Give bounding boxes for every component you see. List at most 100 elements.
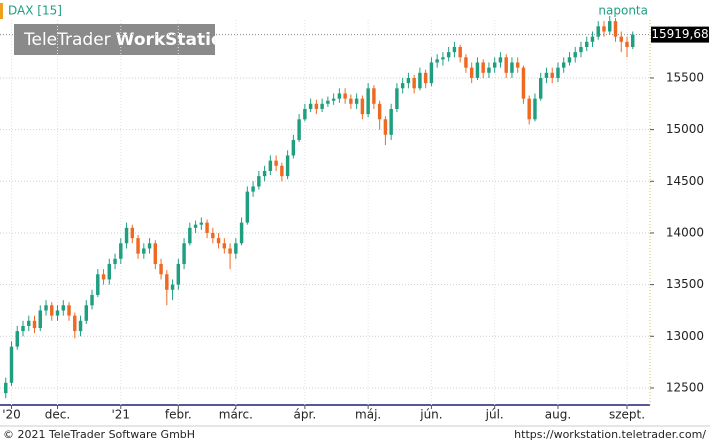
candle-body (510, 62, 514, 73)
candle-body (32, 320, 37, 329)
candle-body (21, 325, 25, 332)
period: naponta (598, 4, 648, 18)
candle-body (90, 294, 94, 306)
x-tick-label: márc. (219, 408, 253, 422)
candle-body (469, 67, 474, 78)
candle-body (136, 238, 140, 254)
watermark-product: WorkStation (116, 30, 235, 50)
candle-body (130, 227, 135, 239)
candle-body (498, 57, 503, 63)
candle-body (216, 238, 221, 244)
x-tick-label: szept. (609, 408, 645, 422)
candle-body (15, 331, 19, 347)
candle-body (182, 243, 186, 264)
candle-body (377, 103, 382, 120)
candle-body (585, 41, 589, 47)
candle-body (73, 315, 77, 332)
candle-body (360, 98, 365, 115)
watermark-brand: TeleTrader (23, 30, 111, 50)
candle-body (50, 305, 54, 316)
x-tick-label: '21 (112, 408, 131, 422)
candle-body (101, 274, 106, 280)
candle-body (38, 310, 42, 329)
series-marker (0, 3, 3, 19)
candle-body (608, 21, 612, 32)
candle-body (9, 346, 14, 383)
candle-body (538, 77, 543, 99)
candle-body (331, 98, 336, 101)
candle-body (274, 160, 278, 166)
candle-body (142, 248, 146, 254)
y-tick-label: 15000 (666, 122, 704, 136)
candle-body (383, 119, 388, 135)
candle-body (262, 170, 267, 177)
candle-body (406, 77, 411, 84)
candle-body (550, 72, 554, 78)
candle-body (96, 274, 100, 295)
candle-body (533, 98, 537, 120)
x-tick-label: ápr. (294, 408, 317, 422)
candle-body (567, 57, 572, 63)
x-tick-label: jún. (419, 408, 442, 422)
candle-body (147, 243, 152, 249)
candle-body (372, 88, 376, 104)
candle-body (452, 46, 457, 53)
candle-body (211, 232, 215, 239)
candle-body (412, 77, 416, 89)
x-tick-label: '20 (2, 408, 21, 422)
candle-body (67, 305, 71, 316)
x-tick-label: júl. (485, 408, 504, 422)
candle-body (596, 26, 600, 37)
candle-body (475, 62, 480, 78)
last-price-box (651, 26, 709, 43)
candle-body (199, 222, 204, 225)
candle-body (291, 139, 296, 156)
candle-body (602, 26, 606, 32)
candle-body (251, 186, 255, 192)
candle-body (308, 103, 313, 109)
candle-body (556, 67, 560, 78)
candle-body (354, 98, 359, 104)
candle-body (481, 62, 485, 73)
candle-body (303, 108, 307, 120)
x-tick-label: febr. (165, 408, 192, 422)
candle-body (326, 100, 330, 104)
candle-body (55, 310, 60, 316)
candle-body (234, 243, 238, 254)
candle-body (228, 248, 232, 254)
candle-body (314, 103, 319, 109)
candle-body (464, 57, 468, 68)
candle-body (441, 57, 445, 60)
candle-body (188, 227, 192, 244)
y-tick-label: 12500 (666, 380, 704, 394)
candle-body (515, 62, 520, 68)
chart-title: DAX [15] (8, 4, 62, 18)
candle-body (590, 36, 595, 42)
candle-body (27, 320, 31, 326)
candle-body (423, 72, 428, 84)
candle-body (389, 108, 393, 135)
candle-body (349, 98, 353, 104)
y-tick-label: 14500 (666, 174, 704, 188)
candle-body (44, 305, 48, 311)
x-tick-label: dec. (45, 408, 70, 422)
candle-body (504, 57, 508, 73)
watermark-box (14, 24, 215, 55)
candle-body (124, 227, 129, 244)
candle-body (446, 52, 451, 58)
candle-body (107, 263, 112, 280)
candle-body (429, 62, 434, 84)
watermark: TeleTrader WorkStation (23, 30, 235, 50)
candle-body (337, 93, 342, 99)
candle-body (458, 46, 462, 58)
candle-body (159, 263, 163, 275)
y-tick-label: 14000 (666, 225, 704, 239)
candle-body (418, 72, 422, 89)
candle-body (113, 258, 117, 264)
candle-body (297, 119, 301, 140)
candle-body (119, 243, 123, 259)
candle-body (619, 36, 623, 42)
candle-body (395, 88, 399, 109)
